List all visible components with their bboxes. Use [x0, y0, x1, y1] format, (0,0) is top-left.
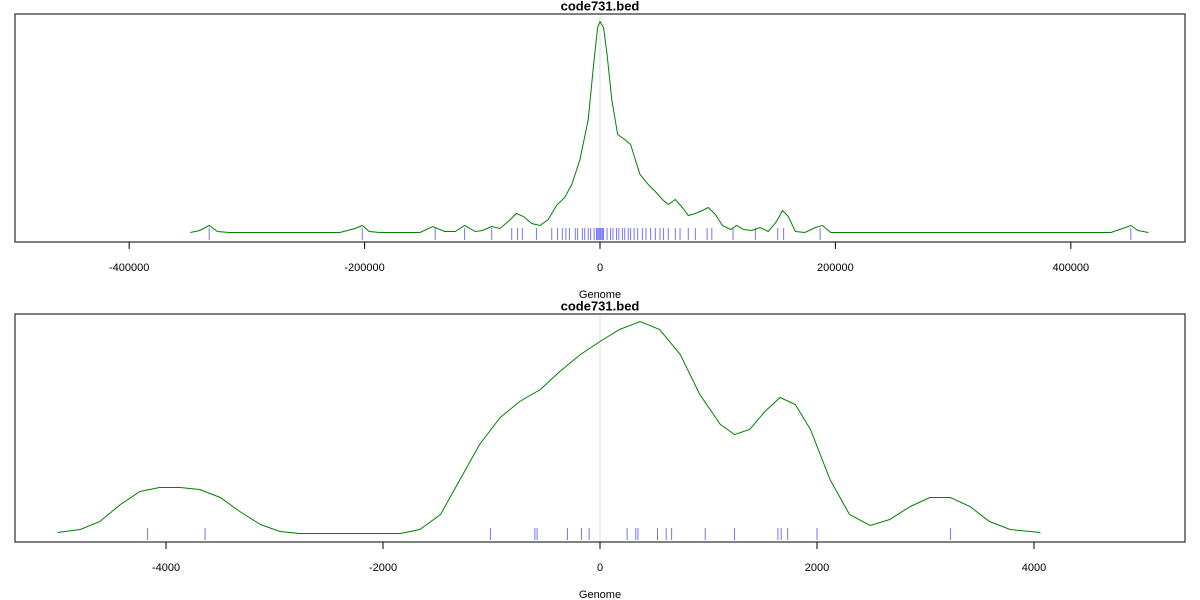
x-tick-label: 0 [597, 562, 603, 574]
x-tick-label: 200000 [817, 262, 854, 274]
x-tick-label: -400000 [109, 262, 149, 274]
x-tick-label: -2000 [369, 562, 397, 574]
density-line [190, 20, 1149, 234]
chart-title: code731.bed [561, 298, 640, 313]
density-line [57, 320, 1041, 534]
x-tick-label: 0 [597, 262, 603, 274]
x-tick-label: -200000 [344, 262, 384, 274]
x-axis-label: Genome [579, 589, 621, 600]
x-tick-label: 4000 [1022, 562, 1046, 574]
x-tick-label: 2000 [805, 562, 829, 574]
x-axis-label: Genome [579, 289, 621, 301]
chart-title: code731.bed [561, 0, 640, 13]
x-tick-label: -4000 [152, 562, 180, 574]
x-tick-label: 400000 [1052, 262, 1089, 274]
